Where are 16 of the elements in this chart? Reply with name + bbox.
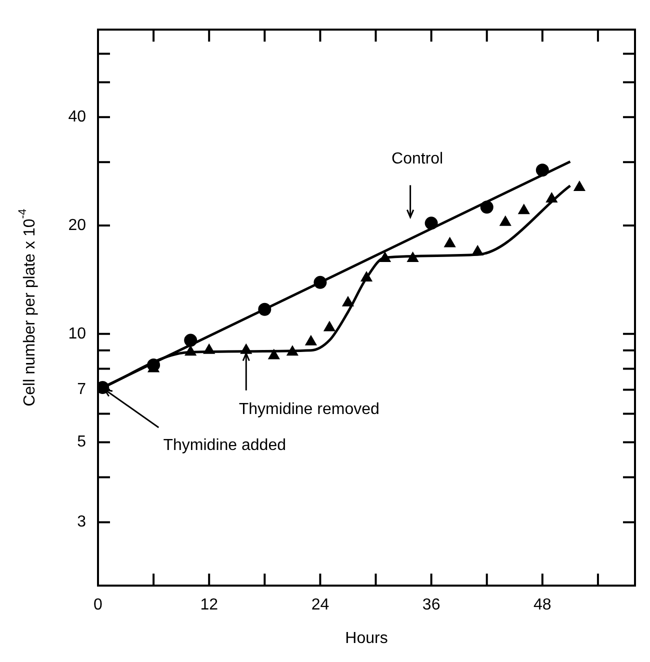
- x-tick-label: 0: [94, 596, 103, 614]
- x-tick-label: 12: [200, 596, 218, 614]
- annotation: Thymidine added: [163, 436, 286, 454]
- y-tick-label: 5: [77, 434, 86, 451]
- y-tick-label: 20: [68, 216, 86, 234]
- x-tick-label: 36: [422, 596, 440, 614]
- text: Control: [392, 150, 444, 168]
- x-tick-label: 48: [534, 596, 552, 614]
- y-tick-label: 40: [68, 108, 86, 126]
- y-tick-label: 7: [77, 381, 86, 398]
- x-tick-label: 24: [311, 596, 330, 614]
- x-axis-title: Hours: [345, 630, 388, 647]
- y-axis-title: Cell number per plate x 10-4: [16, 208, 38, 406]
- annotation: Thymidine removed: [238, 400, 380, 418]
- y-tick-label: 3: [77, 514, 86, 531]
- y-tick-label: 10: [68, 325, 86, 342]
